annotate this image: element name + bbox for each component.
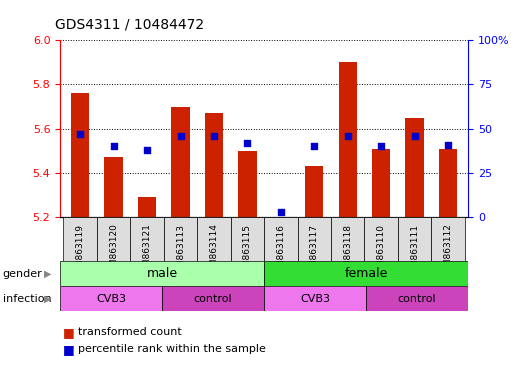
Point <box>411 132 419 139</box>
Point <box>109 143 118 149</box>
Text: ▶: ▶ <box>44 293 52 304</box>
Point <box>277 209 285 215</box>
Point <box>143 147 151 153</box>
Text: CVB3: CVB3 <box>96 293 126 304</box>
Text: GSM863118: GSM863118 <box>343 223 352 278</box>
Text: GSM863115: GSM863115 <box>243 223 252 278</box>
Bar <box>365 217 398 261</box>
Text: GSM863110: GSM863110 <box>377 223 385 278</box>
Text: female: female <box>345 267 388 280</box>
Bar <box>162 286 264 311</box>
Bar <box>398 217 431 261</box>
Bar <box>231 217 264 261</box>
Text: transformed count: transformed count <box>78 327 182 337</box>
Text: GSM863111: GSM863111 <box>410 223 419 278</box>
Bar <box>431 217 465 261</box>
Bar <box>60 286 162 311</box>
Bar <box>97 217 130 261</box>
Text: gender: gender <box>3 268 42 279</box>
Bar <box>366 286 468 311</box>
Bar <box>331 217 365 261</box>
Bar <box>264 286 366 311</box>
Bar <box>105 157 123 217</box>
Text: ■: ■ <box>63 343 74 356</box>
Bar <box>205 113 223 217</box>
Text: GDS4311 / 10484472: GDS4311 / 10484472 <box>55 17 204 31</box>
Bar <box>164 217 197 261</box>
Text: male: male <box>146 267 178 280</box>
Bar <box>264 261 468 286</box>
Bar <box>264 217 298 261</box>
Text: control: control <box>398 293 436 304</box>
Bar <box>305 166 323 217</box>
Text: CVB3: CVB3 <box>300 293 330 304</box>
Bar <box>60 261 264 286</box>
Text: ▶: ▶ <box>44 268 52 279</box>
Bar <box>71 93 89 217</box>
Bar <box>372 149 390 217</box>
Point <box>344 132 352 139</box>
Text: GSM863120: GSM863120 <box>109 223 118 278</box>
Text: ■: ■ <box>63 326 74 339</box>
Text: percentile rank within the sample: percentile rank within the sample <box>78 344 266 354</box>
Bar <box>138 197 156 217</box>
Text: GSM863116: GSM863116 <box>276 223 286 278</box>
Text: infection: infection <box>3 293 51 304</box>
Text: GSM863117: GSM863117 <box>310 223 319 278</box>
Text: GSM863119: GSM863119 <box>76 223 85 278</box>
Bar <box>338 62 357 217</box>
Point <box>444 141 452 147</box>
Bar <box>405 118 424 217</box>
Text: GSM863114: GSM863114 <box>209 223 219 278</box>
Text: GSM863112: GSM863112 <box>444 223 452 278</box>
Point <box>210 132 218 139</box>
Bar <box>197 217 231 261</box>
Point <box>377 143 385 149</box>
Text: GSM863113: GSM863113 <box>176 223 185 278</box>
Bar <box>130 217 164 261</box>
Text: control: control <box>194 293 232 304</box>
Bar <box>439 149 457 217</box>
Point <box>310 143 319 149</box>
Point <box>243 140 252 146</box>
Bar <box>238 151 257 217</box>
Bar <box>63 217 97 261</box>
Point <box>76 131 84 137</box>
Bar <box>298 217 331 261</box>
Point <box>176 132 185 139</box>
Bar <box>172 107 190 217</box>
Text: GSM863121: GSM863121 <box>143 223 152 278</box>
